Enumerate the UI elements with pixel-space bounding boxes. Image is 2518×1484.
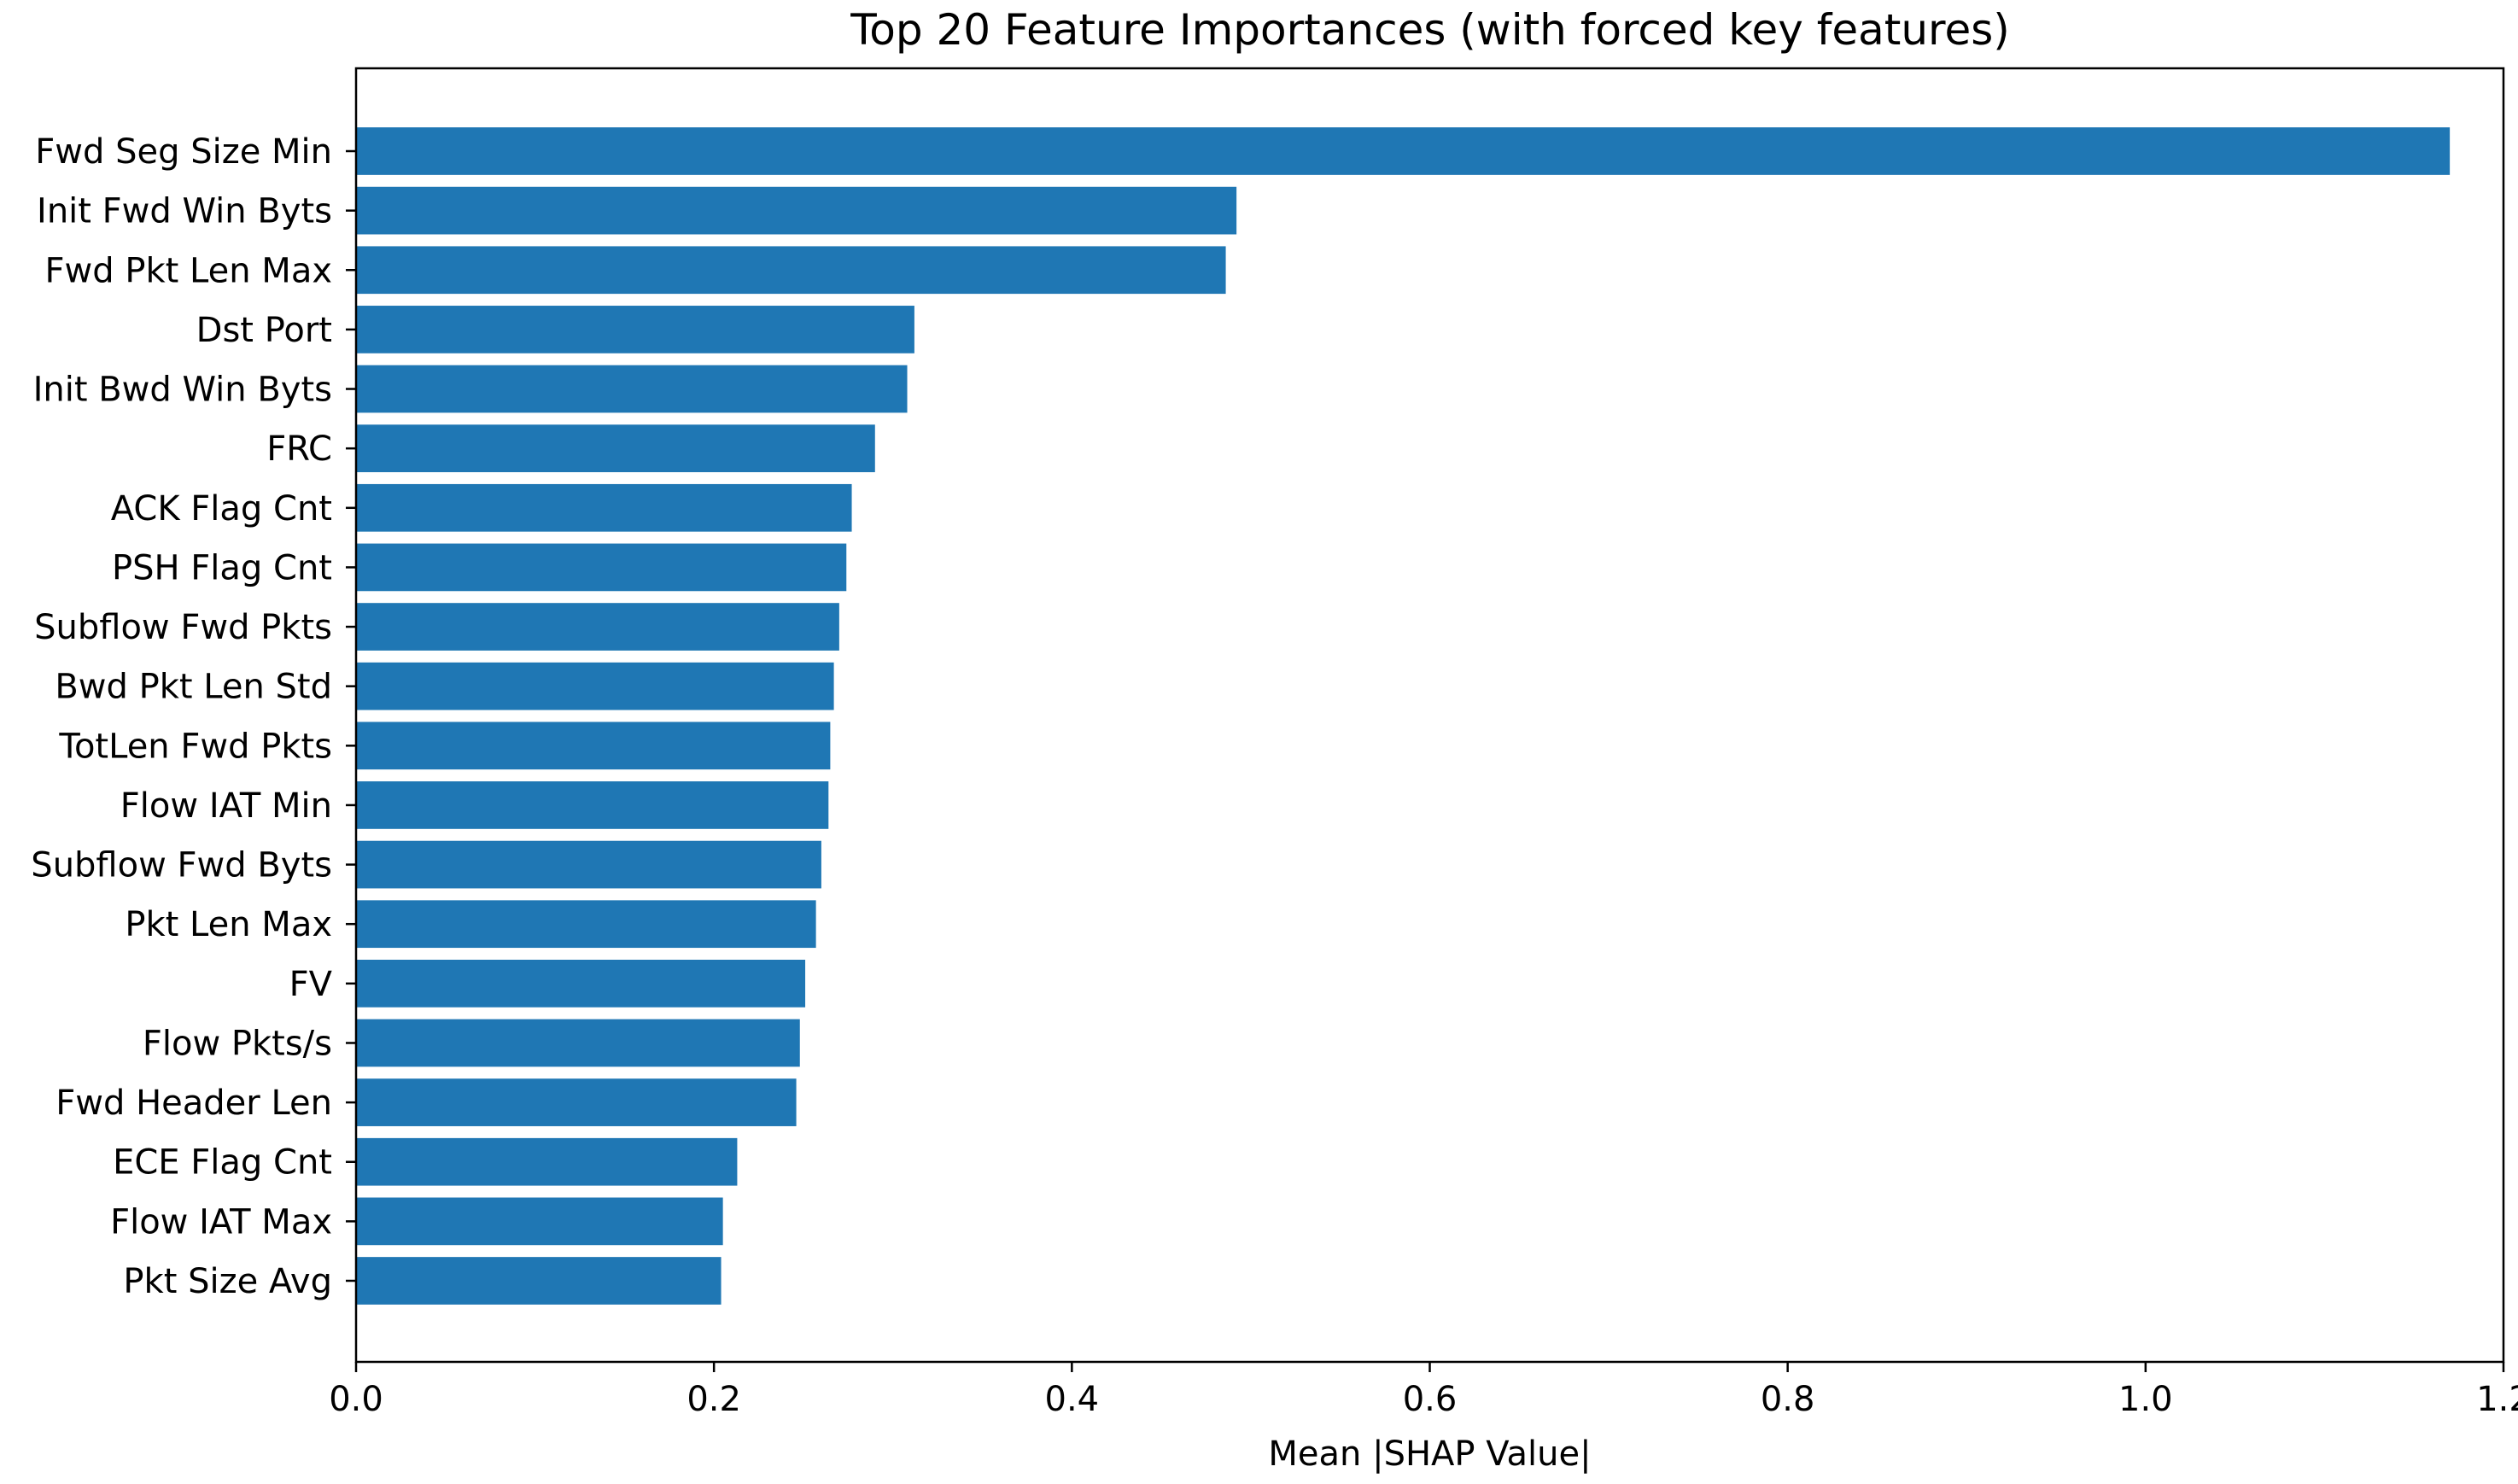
x-tick-label: 0.0 (329, 1380, 383, 1419)
y-tick-label: Flow IAT Min (120, 786, 332, 826)
bar-11 (356, 781, 829, 829)
bar-12 (356, 840, 821, 889)
bar-0 (356, 127, 2451, 175)
x-axis-label: Mean |SHAP Value| (1268, 1434, 1591, 1474)
bar-16 (356, 1078, 797, 1126)
y-axis: Fwd Seg Size Min Init Fwd Win Byts Fwd Pkt… (31, 132, 356, 1301)
bar-9 (356, 662, 834, 710)
bar-8 (356, 603, 839, 651)
bar-3 (356, 306, 914, 353)
bar-17 (356, 1137, 738, 1186)
x-tick-label: 0.4 (1045, 1380, 1100, 1419)
y-tick-label: Flow Pkts/s (143, 1024, 332, 1063)
y-tick-label: ACK Flag Cnt (111, 489, 332, 529)
bar-4 (356, 365, 908, 413)
y-tick-label: Subflow Fwd Pkts (34, 608, 332, 647)
bar-15 (356, 1019, 800, 1067)
x-tick-label: 1.2 (2476, 1380, 2518, 1419)
y-tick-label: FRC (266, 429, 332, 469)
y-tick-label: Bwd Pkt Len Std (55, 668, 332, 707)
bars-layer (356, 127, 2451, 1305)
plot-frame (354, 67, 2505, 1364)
y-tick-label: TotLen Fwd Pkts (58, 727, 332, 766)
bar-6 (356, 483, 852, 532)
y-tick-label: Dst Port (196, 311, 332, 350)
y-tick-label: PSH Flag Cnt (112, 548, 332, 587)
bar-13 (356, 900, 816, 949)
x-axis: 0.0 0.2 0.4 0.6 0.8 1.0 1.2 (329, 1362, 2518, 1419)
y-tick-label: Init Bwd Win Byts (33, 371, 332, 410)
x-tick-label: 0.8 (1761, 1380, 1815, 1419)
y-tick-label: Fwd Header Len (56, 1084, 332, 1123)
y-tick-label: Fwd Pkt Len Max (45, 251, 332, 290)
y-tick-label: Subflow Fwd Byts (31, 846, 332, 885)
y-tick-label: Pkt Len Max (125, 905, 332, 944)
y-tick-label: ECE Flag Cnt (113, 1143, 332, 1183)
x-tick-label: 1.0 (2118, 1380, 2173, 1419)
y-tick-label: Flow IAT Max (110, 1202, 332, 1242)
bar-14 (356, 959, 806, 1008)
bar-5 (356, 424, 875, 473)
bar-18 (356, 1197, 723, 1246)
bar-1 (356, 186, 1237, 235)
bar-2 (356, 246, 1226, 295)
x-tick-label: 0.6 (1403, 1380, 1458, 1419)
bar-7 (356, 543, 847, 592)
chart-title: Top 20 Feature Importances (with forced … (850, 5, 2010, 55)
bar-19 (356, 1257, 722, 1305)
y-tick-label: Pkt Size Avg (123, 1262, 332, 1301)
y-tick-label: Init Fwd Win Byts (37, 192, 332, 231)
y-tick-label: Fwd Seg Size Min (35, 132, 332, 172)
bar-10 (356, 722, 831, 770)
y-tick-label: FV (289, 965, 333, 1004)
x-tick-label: 0.2 (686, 1380, 741, 1419)
